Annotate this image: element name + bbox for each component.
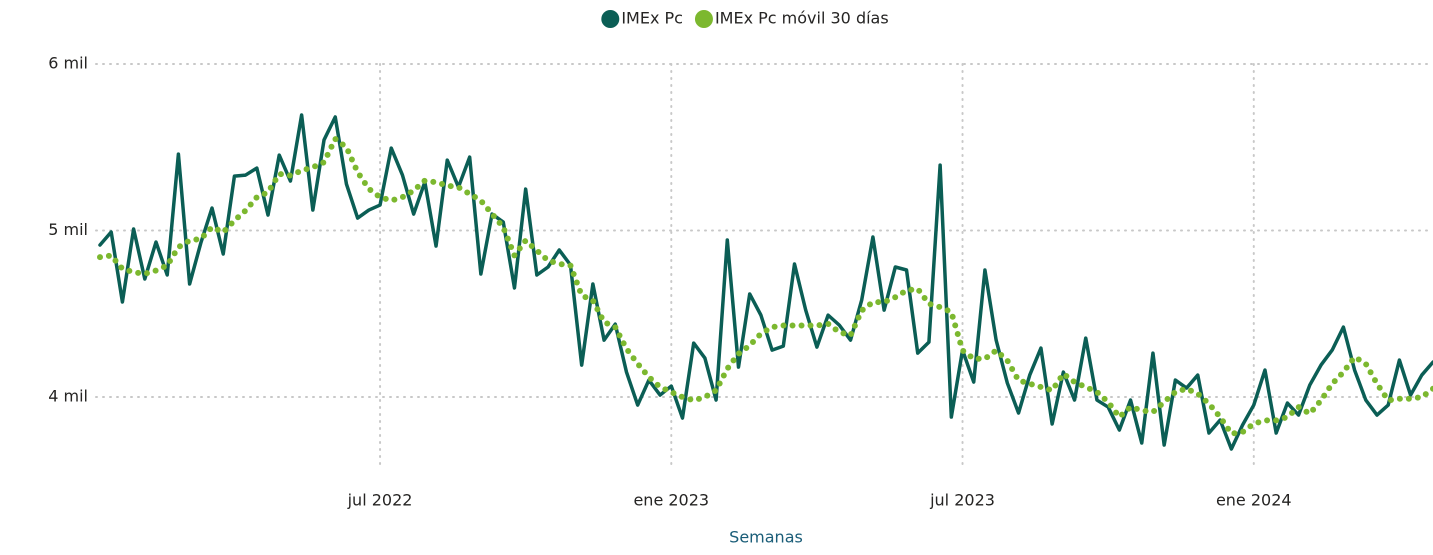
line-series bbox=[98, 113, 1433, 451]
legend: IMEx Pc IMEx Pc móvil 30 días bbox=[601, 9, 889, 28]
legend-label: IMEx Pc bbox=[621, 9, 683, 28]
y-tick-label: 4 mil bbox=[48, 387, 88, 406]
x-tick-label: jul 2022 bbox=[347, 491, 413, 510]
x-tick-label: ene 2024 bbox=[1216, 491, 1292, 510]
legend-label: IMEx Pc móvil 30 días bbox=[715, 9, 889, 28]
legend-marker bbox=[601, 10, 620, 28]
y-tick-label: 6 mil bbox=[48, 54, 88, 73]
line-series bbox=[97, 135, 1433, 437]
x-tick-label: jul 2023 bbox=[929, 491, 995, 510]
y-tick-label: 5 mil bbox=[48, 220, 88, 239]
x-axis-label: Semanas bbox=[729, 528, 803, 547]
legend-marker bbox=[694, 10, 713, 28]
x-tick-label: ene 2023 bbox=[633, 491, 709, 510]
